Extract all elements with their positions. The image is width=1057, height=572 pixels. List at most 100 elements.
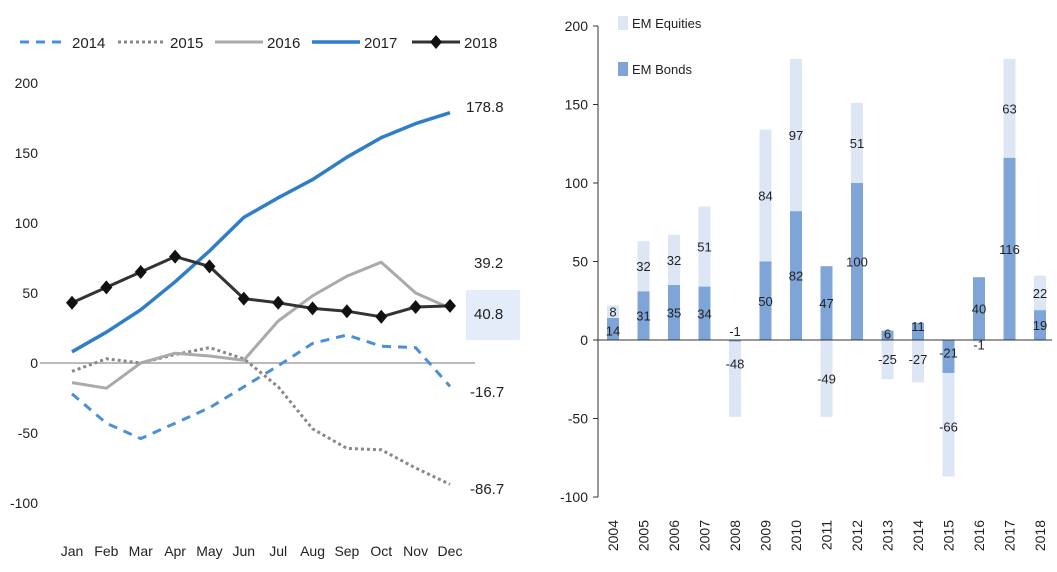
bar-x-tick-label: 2011: [819, 520, 835, 550]
bar-value-label-equities: 97: [789, 128, 803, 143]
line-x-tick-label: Oct: [370, 543, 392, 559]
legend-swatch-em-equities: [618, 16, 628, 30]
bar-x-tick-label: 2010: [788, 520, 804, 551]
legend-label: 2018: [464, 35, 497, 52]
series-marker-2018: [444, 298, 456, 313]
series-marker-2018: [66, 295, 78, 310]
bar-value-label-equities: 22: [1033, 286, 1047, 301]
bar-em-equities: [942, 372, 955, 477]
bar-value-label-equities: 51: [850, 136, 864, 151]
bar-em-bonds: [912, 322, 924, 340]
bar-value-label-equities: -66: [939, 419, 958, 434]
bar-value-label-bonds: 19: [1033, 318, 1047, 333]
bar-em-equities: [912, 340, 924, 383]
bar-value-label-bonds: 35: [667, 306, 681, 321]
line-chart: 2014 2015 2016 2017 2018 200 150 100 50 0 -50 -100…: [10, 35, 520, 559]
bar-value-label-bonds: 14: [606, 324, 620, 339]
bar-chart-legend: EM Equities EM Bonds: [618, 16, 702, 77]
legend-label: 2016: [267, 35, 300, 52]
bar-x-tick-label: 2006: [666, 520, 682, 551]
bar-chart: 200 150 100 50 0 -50 -100 8 14 32 31 32 35 51 34 -48 -1…: [560, 16, 1052, 551]
bar-em-equities: [759, 129, 772, 262]
end-value-label: -86.7: [470, 481, 504, 498]
bar-em-bonds: [942, 340, 955, 373]
line-x-tick-label: Jun: [233, 543, 256, 559]
line-chart-x-ticks: Jan Feb Mar Apr May Jun Jul Aug Sep Oct Nov Dec: [61, 543, 463, 559]
bar-em-equities: [698, 206, 711, 287]
end-value-label: 178.8: [466, 99, 504, 116]
bar-em-equities: [668, 234, 680, 286]
bar-value-label-equities: -49: [817, 371, 836, 386]
bar-y-tick-label: -50: [568, 411, 588, 427]
line-chart-y-ticks: 200 150 100 50 0 -50 -100: [10, 75, 38, 511]
bar-value-label-equities: -1: [973, 338, 985, 353]
line-y-tick-label: -50: [18, 425, 38, 441]
bar-em-equities: [881, 340, 894, 380]
bar-value-label-bonds: 47: [819, 296, 833, 311]
series-line-2014: [71, 333, 452, 441]
legend-marker-2018: [430, 35, 442, 49]
line-x-tick-label: Feb: [94, 543, 118, 559]
line-chart-legend: 2014 2015 2016 2017 2018: [20, 35, 497, 52]
bar-value-label-bonds: 100: [846, 255, 868, 270]
line-x-tick-label: Mar: [129, 543, 153, 559]
line-y-tick-label: 200: [15, 75, 39, 91]
series-marker-2018: [272, 295, 285, 310]
bar-y-tick-label: 200: [565, 18, 589, 34]
line-y-tick-label: 0: [30, 355, 38, 371]
end-value-label: 40.8: [474, 306, 503, 323]
line-y-tick-label: 50: [22, 285, 38, 301]
bar-value-label-bonds: 11: [911, 319, 925, 334]
series-line-2017: [71, 111, 451, 354]
line-x-tick-label: May: [196, 543, 222, 559]
line-x-tick-label: Sep: [334, 543, 359, 559]
bar-em-equities: [637, 241, 650, 292]
bar-value-label-equities: 84: [758, 189, 772, 204]
bar-y-tick-label: 50: [572, 254, 588, 270]
bar-x-tick-label: 2017: [1002, 520, 1018, 551]
bar-em-bonds: [1003, 157, 1016, 340]
bar-value-label-equities: 63: [1002, 101, 1016, 116]
line-y-tick-label: 100: [15, 215, 39, 231]
legend-label: 2015: [170, 35, 203, 52]
series-marker-2018: [169, 249, 182, 264]
bar-em-equities: [607, 305, 619, 319]
series-marker-2018: [100, 280, 113, 295]
series-marker-2018: [203, 259, 216, 274]
line-x-tick-label: Jan: [61, 543, 84, 559]
bar-x-tick-label: 2007: [697, 520, 713, 551]
bar-em-equities: [790, 58, 802, 212]
bar-em-bonds: [820, 266, 833, 340]
bar-value-label-equities: 32: [667, 253, 681, 268]
bar-em-equities: [729, 341, 741, 417]
bar-x-tick-label: 2008: [727, 520, 743, 551]
bar-em-bonds: [637, 291, 650, 340]
bar-chart-y-ticks: 200 150 100 50 0 -50 -100: [560, 18, 598, 505]
bar-em-bonds: [973, 277, 985, 340]
series-line-2018: [71, 255, 451, 319]
bar-em-bonds: [729, 340, 741, 342]
bar-em-bonds: [607, 318, 619, 340]
bar-value-label-bonds: 40: [972, 302, 986, 317]
series-marker-2018: [134, 265, 147, 279]
legend-label: EM Bonds: [632, 62, 692, 77]
line-x-tick-label: Nov: [403, 543, 428, 559]
line-x-tick-label: Aug: [300, 543, 325, 559]
bar-em-equities: [1034, 275, 1046, 311]
highlight-box-40-8: [466, 290, 520, 340]
line-x-tick-label: Jul: [269, 543, 287, 559]
bar-em-bonds: [668, 285, 680, 340]
series-marker-2018: [340, 304, 353, 319]
bar-em-bonds: [759, 261, 772, 340]
bar-em-equities: [851, 102, 863, 183]
series-marker-2018: [375, 309, 388, 324]
bar-value-label-equities: 32: [636, 259, 650, 274]
line-chart-series: [66, 111, 456, 486]
bar-em-bonds: [1034, 310, 1046, 340]
bar-em-equities: [820, 340, 833, 417]
bar-x-tick-label: 2004: [605, 520, 621, 551]
bar-em-bonds: [698, 286, 711, 340]
bar-em-bonds: [790, 211, 802, 340]
bar-x-tick-label: 2012: [849, 520, 865, 551]
